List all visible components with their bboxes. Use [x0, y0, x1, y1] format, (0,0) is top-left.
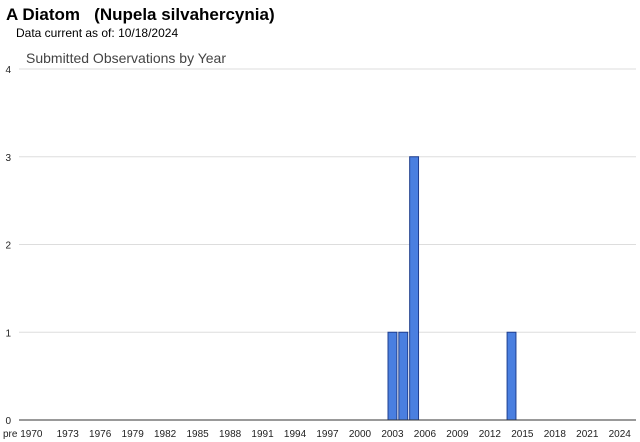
x-tick-label: 2006 [414, 429, 437, 440]
x-tick-label: 2003 [381, 429, 404, 440]
x-tick-label: 1985 [186, 429, 209, 440]
x-tick-label: 1982 [154, 429, 177, 440]
x-tick-label: 1976 [89, 429, 112, 440]
x-tick-label: 1997 [316, 429, 339, 440]
chart-title: Submitted Observations by Year [26, 50, 226, 66]
x-tick-label: 2009 [446, 429, 469, 440]
x-tick-label: 2018 [544, 429, 567, 440]
x-tick-label: 1991 [251, 429, 274, 440]
chart-header: A Diatom (Nupela silvahercynia) Data cur… [6, 4, 275, 40]
y-tick-label: 4 [5, 65, 11, 76]
bar-2014[interactable] [506, 331, 517, 421]
x-tick-label: 2000 [349, 429, 372, 440]
y-tick-label: 1 [5, 328, 11, 339]
x-tick-label: 1979 [122, 429, 145, 440]
bars [387, 156, 517, 421]
y-tick-label: 2 [5, 241, 11, 252]
species-title: A Diatom (Nupela silvahercynia) [6, 5, 275, 24]
bar-2004[interactable] [398, 331, 409, 421]
y-tick-label: 3 [5, 153, 11, 164]
x-tick-label: 2021 [576, 429, 599, 440]
data-current-label: Data current as of: [16, 26, 115, 40]
data-current-line: Data current as of: 10/18/2024 [16, 26, 275, 40]
x-tick-label: pre 1970 [3, 429, 43, 440]
grid-lines [19, 68, 636, 333]
bar-2005[interactable] [409, 156, 420, 421]
data-current-date: 10/18/2024 [118, 26, 179, 40]
x-axis-ticks: pre 1970 1973 1976 1979 1982 1985 1988 1991 1994… [3, 429, 631, 440]
bar-2003[interactable] [387, 331, 398, 421]
x-tick-label: 1988 [219, 429, 242, 440]
y-tick-label: 0 [5, 416, 11, 427]
x-tick-label: 1994 [284, 429, 307, 440]
y-axis-ticks: 0 1 2 3 4 [5, 65, 11, 427]
x-tick-label: 2024 [609, 429, 632, 440]
x-tick-label: 1973 [57, 429, 80, 440]
x-tick-label: 2015 [511, 429, 534, 440]
x-tick-label: 2012 [479, 429, 502, 440]
